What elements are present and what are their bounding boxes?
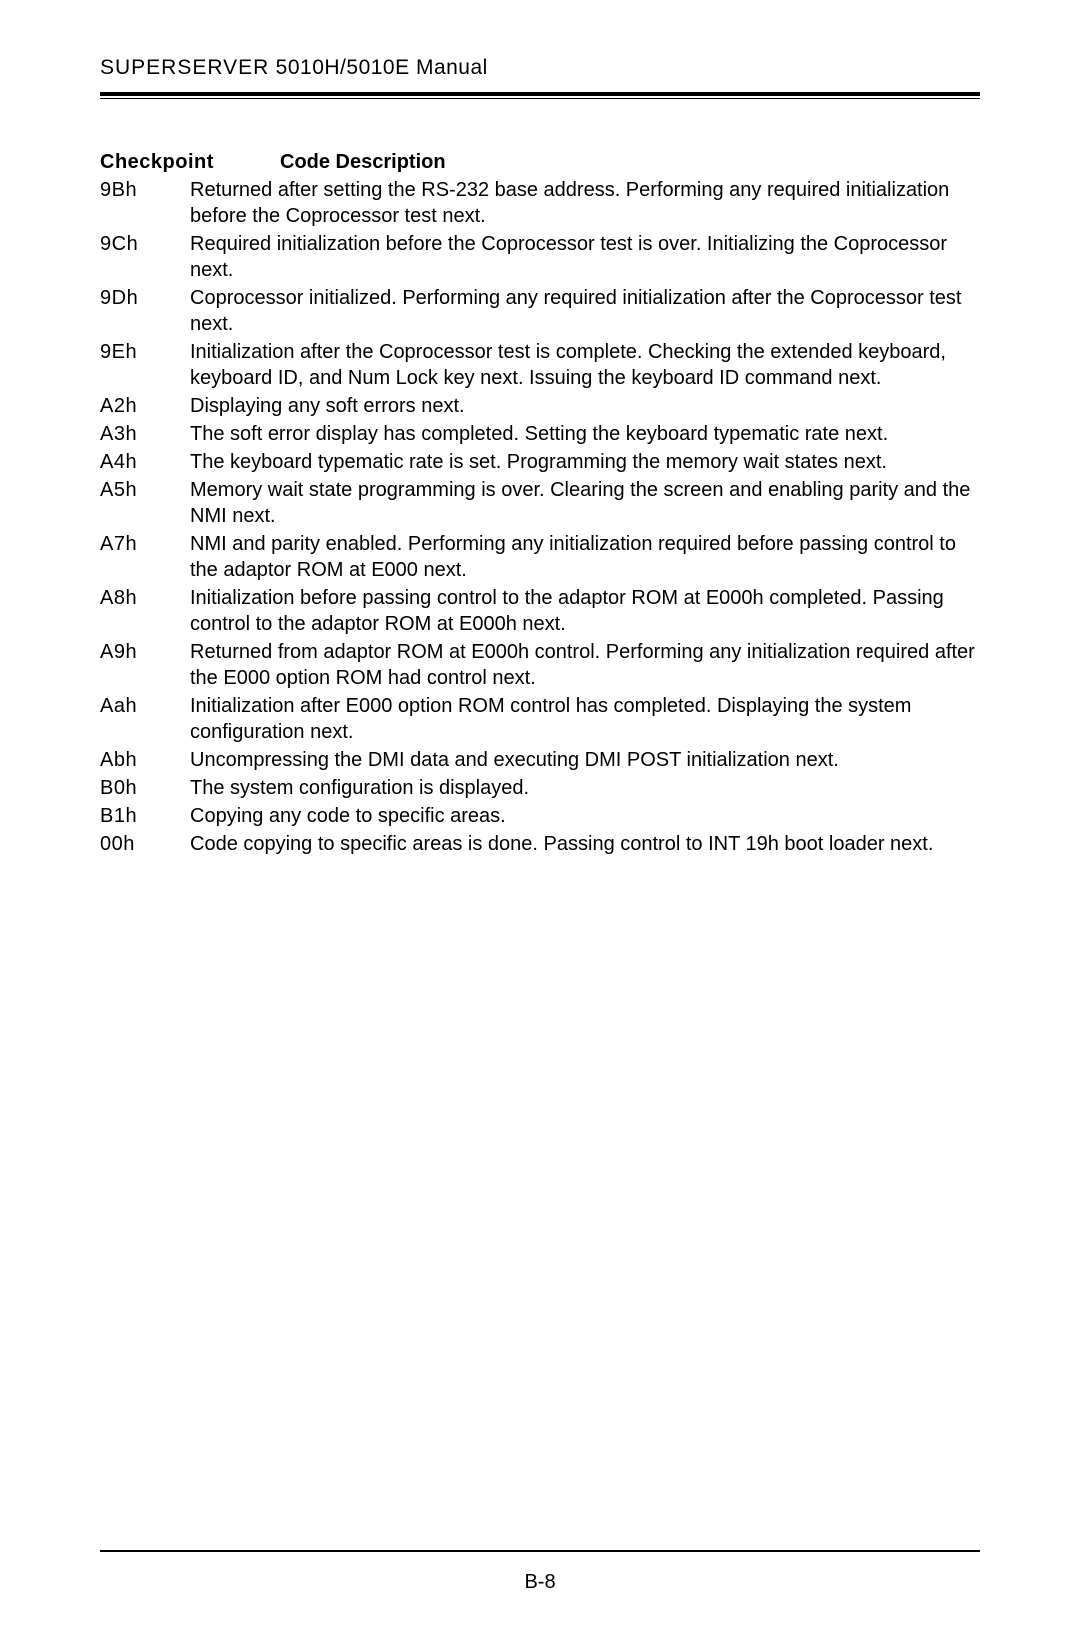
table-row: A4hThe keyboard typematic rate is set. P… <box>100 449 980 475</box>
checkpoint-code: A5h <box>100 477 190 529</box>
checkpoint-code: 9Eh <box>100 339 190 391</box>
checkpoint-code: Aah <box>100 693 190 745</box>
header-rule-thick <box>100 92 980 96</box>
col-header-code-desc: Code Description <box>280 149 980 175</box>
table-row: 9BhReturned after setting the RS-232 bas… <box>100 177 980 229</box>
checkpoint-description: Displaying any soft errors next. <box>190 393 980 419</box>
checkpoint-code: B0h <box>100 775 190 801</box>
header-rule-thin <box>100 98 980 99</box>
checkpoint-code: A4h <box>100 449 190 475</box>
checkpoint-code: A3h <box>100 421 190 447</box>
table-row: A2hDisplaying any soft errors next. <box>100 393 980 419</box>
checkpoint-description: Memory wait state programming is over. C… <box>190 477 980 529</box>
checkpoint-description: Copying any code to specific areas. <box>190 803 980 829</box>
table-row: B1hCopying any code to specific areas. <box>100 803 980 829</box>
table-row: AbhUncompressing the DMI data and execut… <box>100 747 980 773</box>
checkpoint-description: The system configuration is displayed. <box>190 775 980 801</box>
table-row: B0hThe system configuration is displayed… <box>100 775 980 801</box>
checkpoint-code: A2h <box>100 393 190 419</box>
checkpoint-description: The keyboard typematic rate is set. Prog… <box>190 449 980 475</box>
table-row: 9ChRequired initialization before the Co… <box>100 231 980 283</box>
checkpoint-description: Code copying to specific areas is done. … <box>190 831 980 857</box>
checkpoint-description: Uncompressing the DMI data and executing… <box>190 747 980 773</box>
checkpoint-description: Returned from adaptor ROM at E000h contr… <box>190 639 980 691</box>
content-area: Checkpoint Code Description 9BhReturned … <box>100 149 980 857</box>
table-row: 00hCode copying to specific areas is don… <box>100 831 980 857</box>
checkpoint-description: Required initialization before the Copro… <box>190 231 980 283</box>
checkpoint-code: 9Ch <box>100 231 190 283</box>
checkpoint-code: B1h <box>100 803 190 829</box>
checkpoint-description: The soft error display has completed. Se… <box>190 421 980 447</box>
checkpoint-description: Coprocessor initialized. Performing any … <box>190 285 980 337</box>
table-row: 9EhInitialization after the Coprocessor … <box>100 339 980 391</box>
checkpoint-description: NMI and parity enabled. Performing any i… <box>190 531 980 583</box>
checkpoint-code: A9h <box>100 639 190 691</box>
page-header: SUPERSERVER 5010H/5010E Manual <box>100 56 980 92</box>
table-row: A7hNMI and parity enabled. Performing an… <box>100 531 980 583</box>
table-row: A5hMemory wait state programming is over… <box>100 477 980 529</box>
page-number: B-8 <box>0 1571 1080 1594</box>
checkpoint-code: A8h <box>100 585 190 637</box>
footer-rule <box>100 1550 980 1552</box>
checkpoint-code: 00h <box>100 831 190 857</box>
table-row: A9hReturned from adaptor ROM at E000h co… <box>100 639 980 691</box>
checkpoint-description: Initialization after the Coprocessor tes… <box>190 339 980 391</box>
header-title-caps: SUPERSERVER <box>100 56 269 79</box>
checkpoint-code: 9Dh <box>100 285 190 337</box>
table-row: AahInitialization after E000 option ROM … <box>100 693 980 745</box>
col-header-checkpoint: Checkpoint <box>100 149 280 175</box>
checkpoint-description: Initialization after E000 option ROM con… <box>190 693 980 745</box>
checkpoint-code: 9Bh <box>100 177 190 229</box>
header-title-rest: 5010H/5010E Manual <box>269 56 488 79</box>
checkpoint-code: Abh <box>100 747 190 773</box>
checkpoint-description: Initialization before passing control to… <box>190 585 980 637</box>
table-row: A3hThe soft error display has completed.… <box>100 421 980 447</box>
table-row: A8hInitialization before passing control… <box>100 585 980 637</box>
table-row: 9DhCoprocessor initialized. Performing a… <box>100 285 980 337</box>
checkpoint-description: Returned after setting the RS-232 base a… <box>190 177 980 229</box>
table-body: 9BhReturned after setting the RS-232 bas… <box>100 177 980 857</box>
checkpoint-code: A7h <box>100 531 190 583</box>
table-header: Checkpoint Code Description <box>100 149 980 175</box>
manual-page: SUPERSERVER 5010H/5010E Manual Checkpoin… <box>0 0 1080 1648</box>
